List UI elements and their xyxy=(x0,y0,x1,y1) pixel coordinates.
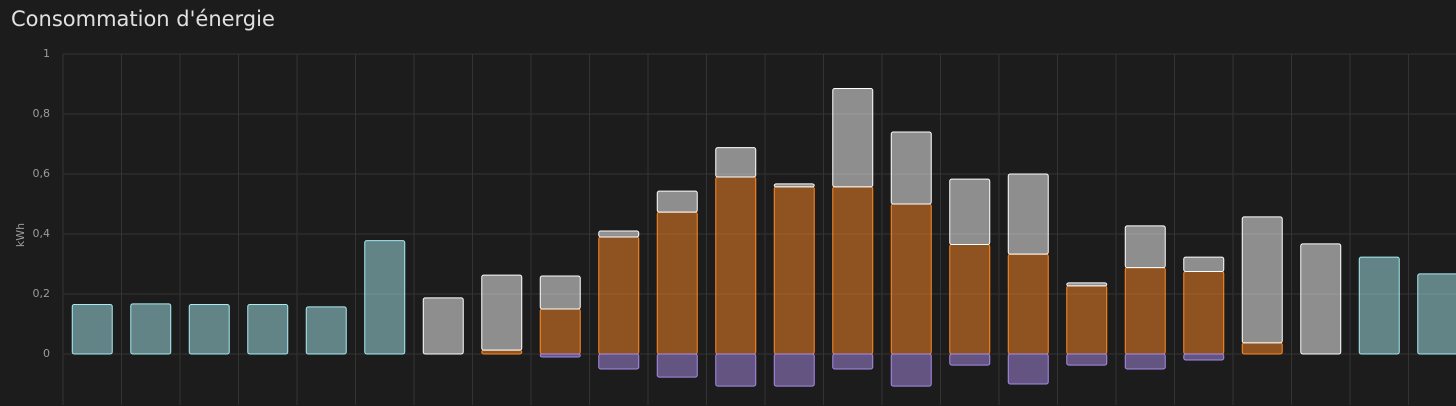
bar xyxy=(715,353,757,387)
bar xyxy=(773,183,815,188)
bar xyxy=(656,353,698,378)
bar xyxy=(598,236,640,355)
bar xyxy=(1300,243,1342,355)
bar xyxy=(247,304,289,355)
bar xyxy=(539,275,581,310)
bar xyxy=(598,353,640,370)
bar xyxy=(656,211,698,355)
y-tick-label: 0 xyxy=(43,347,50,360)
bar xyxy=(715,176,757,355)
bar xyxy=(1066,285,1108,355)
y-axis-label: kWh xyxy=(14,223,27,247)
bar xyxy=(773,186,815,355)
bar xyxy=(715,147,757,178)
bar xyxy=(71,304,113,355)
bar xyxy=(364,240,406,355)
bar xyxy=(890,353,932,387)
bar xyxy=(539,308,581,355)
y-tick-label: 0,4 xyxy=(33,227,51,240)
bar xyxy=(949,353,991,366)
bar xyxy=(890,131,932,205)
bar xyxy=(1007,353,1049,385)
bar xyxy=(832,186,874,355)
bar xyxy=(1183,256,1225,273)
bar xyxy=(481,274,523,351)
bar xyxy=(1066,282,1108,287)
bar xyxy=(1124,353,1166,370)
bar xyxy=(949,244,991,355)
bar xyxy=(1183,271,1225,355)
bar xyxy=(656,190,698,213)
bar xyxy=(598,230,640,238)
bar xyxy=(1183,353,1225,361)
bar xyxy=(832,88,874,188)
bar xyxy=(1417,273,1456,355)
bar xyxy=(773,353,815,387)
bar xyxy=(1358,256,1400,355)
bar xyxy=(1007,173,1049,255)
bar xyxy=(422,297,464,355)
y-tick-label: 0,2 xyxy=(33,287,51,300)
y-tick-label: 0,8 xyxy=(33,107,51,120)
chart-title: Consommation d'énergie xyxy=(11,7,275,31)
bar xyxy=(1124,225,1166,269)
bar xyxy=(305,306,347,355)
bar xyxy=(1241,216,1283,344)
bar xyxy=(1124,267,1166,355)
bar xyxy=(130,303,172,355)
bar xyxy=(949,178,991,246)
bar xyxy=(188,304,230,355)
y-tick-label: 0,6 xyxy=(33,167,51,180)
bar xyxy=(539,353,581,358)
y-tick-label: 1 xyxy=(43,47,50,60)
bar xyxy=(1007,253,1049,355)
bar xyxy=(1066,353,1108,366)
bar xyxy=(832,353,874,370)
bar xyxy=(481,349,523,355)
bar xyxy=(1241,342,1283,355)
bar xyxy=(890,203,932,355)
